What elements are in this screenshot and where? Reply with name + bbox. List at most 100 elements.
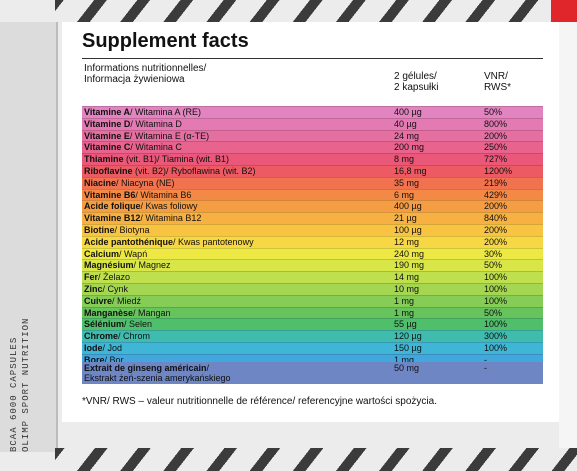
nutrient-name-bold: Fer: [84, 272, 99, 283]
nutrient-rws: 50%: [484, 260, 503, 271]
nutrient-name-rest: / Kwas foliowy: [140, 201, 198, 212]
nutrient-rws: 50%: [484, 107, 503, 117]
table-row: Manganèse/ Mangan 1 mg 50%: [82, 306, 543, 319]
nutrient-name-rest: / Witamina B6: [135, 189, 192, 200]
header-rws: VNR/ RWS*: [484, 71, 511, 93]
nutrient-rws: -: [484, 354, 487, 365]
nutrient-name: Vitamine B6/ Witamina B6: [84, 190, 191, 201]
nutrient-name: Magnésium/ Magnez: [84, 260, 171, 271]
nutrient-amount: 40 µg: [394, 118, 417, 129]
nutrient-amount: 14 mg: [394, 272, 420, 283]
nutrient-amount: 100 µg: [394, 224, 422, 235]
nutrient-rws: 300%: [484, 331, 508, 342]
nutrient-name-rest: / Witamina C: [130, 142, 182, 153]
box-side-panel: BCAA 6000 CAPSULES OLIMP SPORT NUTRITION: [0, 22, 58, 452]
nutrient-amount: 240 mg: [394, 248, 425, 259]
nutrient-rws: 100%: [484, 342, 508, 353]
footnote: *VNR/ RWS – valeur nutritionnelle de réf…: [82, 396, 437, 407]
nutrient-name-rest: / Cynk: [102, 283, 129, 294]
nutrient-rws: 200%: [484, 236, 508, 247]
nutrient-name: Vitamine A/ Witamina A (RE): [84, 107, 201, 118]
nutrient-name-bold: Acide pantothénique: [84, 236, 174, 247]
nutrient-name-bold: Niacine: [84, 177, 117, 188]
nutrient-rws: 219%: [484, 177, 508, 188]
nutrient-rws: 800%: [484, 118, 508, 129]
nutrient-amount: 1 mg: [394, 307, 415, 318]
header-label: Informations nutritionnelles/ Informacja…: [84, 63, 206, 85]
nutrient-name-rest: (vit. B2)/ Ryboflawina (wit. B2): [132, 165, 256, 176]
nutrient-name-rest: / Magnez: [133, 260, 171, 271]
nutrient-rws: 200%: [484, 201, 508, 212]
nutrient-amount: 21 µg: [394, 213, 417, 224]
ginseng-name: Extrait de ginseng américain/ Ekstrakt ż…: [84, 363, 231, 383]
table-row: Iode/ Jod 150 µg 100%: [82, 341, 543, 354]
nutrient-table: Vitamine A/ Witamina A (RE) 400 µg 50% Vita…: [82, 106, 543, 366]
box-right-edge: [559, 22, 577, 452]
table-row: Cuivre/ Miedź 1 mg 100%: [82, 294, 543, 307]
nutrient-name: Vitamine E/ Witamina E (α-TE): [84, 131, 209, 142]
nutrient-name-rest: / Witamina A (RE): [130, 107, 202, 117]
nutrient-rws: 30%: [484, 248, 503, 259]
table-row: Calcium/ Wapń 240 mg 30%: [82, 247, 543, 260]
table-row: Sélénium/ Selen 55 µg 100%: [82, 318, 543, 331]
nutrient-name-bold: Biotine: [84, 224, 115, 235]
nutrient-name: Sélénium/ Selen: [84, 319, 152, 330]
nutrient-name: Iode/ Jod: [84, 343, 122, 354]
nutrient-rws: 100%: [484, 283, 508, 294]
table-row: Vitamine D/ Witamina D 40 µg 800%: [82, 117, 543, 130]
nutrient-name-bold: Sélénium: [84, 319, 125, 330]
nutrient-amount: 16,8 mg: [394, 165, 427, 176]
nutrient-name-bold: Vitamine D: [84, 118, 131, 129]
nutrient-name: Niacine/ Niacyna (NE): [84, 178, 175, 189]
nutrient-name-bold: Manganèse: [84, 307, 134, 318]
nutrient-name-rest: / Biotyna: [114, 224, 150, 235]
header-amount-line1: 2 gélules/: [394, 71, 437, 82]
nutrient-name-bold: Chrome: [84, 331, 119, 342]
nutrient-amount: 55 µg: [394, 319, 417, 330]
nutrient-name-bold: Riboflavine: [84, 165, 133, 176]
nutrient-name: Bore/ Bor: [84, 355, 124, 366]
nutrient-name-rest: / Witamina B12: [140, 213, 202, 224]
table-row: Fer/ Żelazo 14 mg 100%: [82, 271, 543, 283]
nutrient-name-rest: (vit. B1)/ Tiamina (wit. B1): [123, 154, 230, 165]
nutrient-amount: 150 µg: [394, 342, 422, 353]
nutrient-name-bold: Acide folique: [84, 201, 141, 212]
nutrient-name: Vitamine B12/ Witamina B12: [84, 213, 201, 224]
nutrient-name-rest: / Miedź: [112, 295, 142, 306]
table-row: Vitamine A/ Witamina A (RE) 400 µg 50%: [82, 106, 543, 118]
nutrient-amount: 24 mg: [394, 130, 420, 141]
nutrient-name-bold: Vitamine B12: [84, 213, 141, 224]
nutrient-rws: 200%: [484, 224, 508, 235]
ginseng-row: Extrait de ginseng américain/ Ekstrakt ż…: [82, 362, 543, 384]
table-row: Bore/ Bor 1 mg -: [82, 353, 543, 366]
panel-title: Supplement facts: [82, 30, 249, 52]
nutrient-name-rest: / Witamina D: [130, 118, 182, 129]
nutrient-rws: 1200%: [484, 165, 513, 176]
nutrient-amount: 200 mg: [394, 142, 425, 153]
header-amount: 2 gélules/ 2 kapsułki: [394, 71, 438, 93]
nutrient-name: Vitamine D/ Witamina D: [84, 119, 182, 130]
table-row: Zinc/ Cynk 10 mg 100%: [82, 282, 543, 295]
nutrient-name-bold: Thiamine: [84, 154, 124, 165]
table-row: Vitamine C/ Witamina C 200 mg 250%: [82, 141, 543, 154]
nutrient-amount: 1 mg: [394, 354, 415, 365]
nutrient-amount: 12 mg: [394, 236, 420, 247]
nutrient-rws: 429%: [484, 189, 508, 200]
header-rws-line1: VNR/: [484, 71, 508, 82]
header-label-line2: Informacja żywieniowa: [84, 74, 185, 85]
side-text-line: OLIMP SPORT NUTRITION: [21, 317, 31, 452]
nutrient-name-bold: Cuivre: [84, 295, 113, 306]
table-row: Vitamine B6/ Witamina B6 6 mg 429%: [82, 188, 543, 201]
nutrient-name-bold: Vitamine C: [84, 142, 131, 153]
table-row: Chrome/ Chrom 120 µg 300%: [82, 330, 543, 342]
nutrient-amount: 120 µg: [394, 331, 422, 342]
nutrient-amount: 1 mg: [394, 295, 415, 306]
nutrient-amount: 8 mg: [394, 154, 415, 165]
ginseng-rws: -: [484, 363, 487, 373]
header-rws-line2: RWS*: [484, 82, 512, 93]
nutrient-name-rest: / Bor: [104, 354, 124, 365]
nutrient-rws: 100%: [484, 295, 508, 306]
nutrient-name: Fer/ Żelazo: [84, 272, 130, 283]
table-row: Magnésium/ Magnez 190 mg 50%: [82, 259, 543, 272]
nutrient-name-rest: / Mangan: [133, 307, 171, 318]
